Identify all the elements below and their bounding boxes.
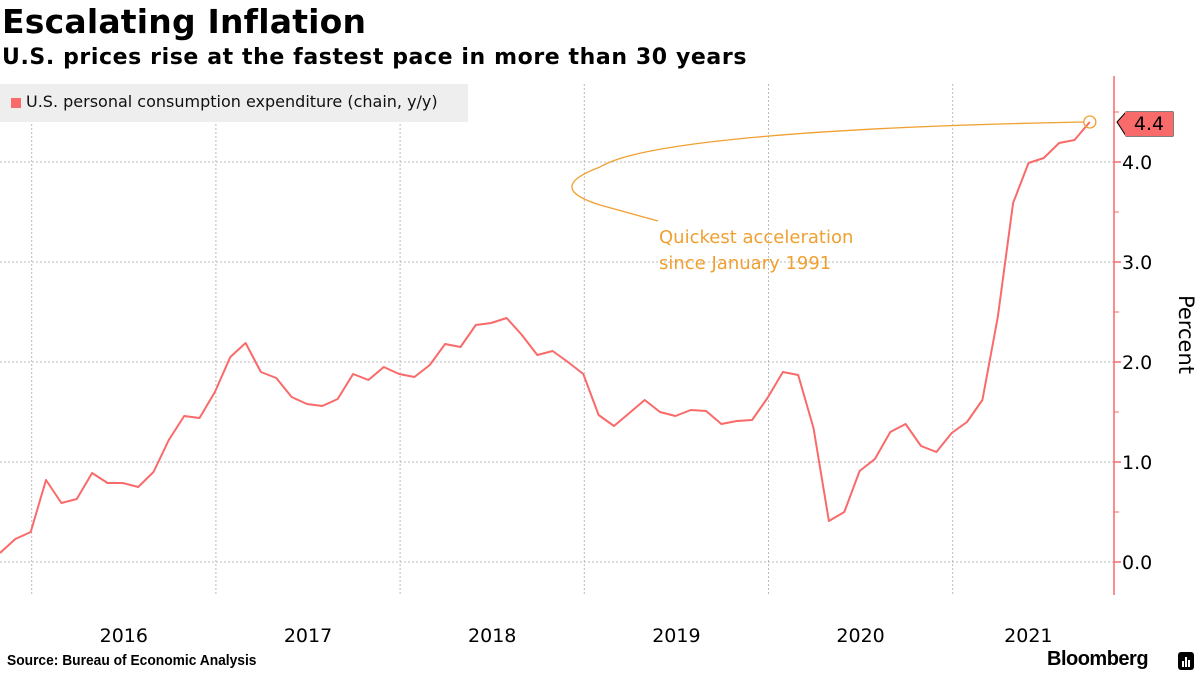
source-note: Source: Bureau of Economic Analysis: [7, 652, 257, 669]
chart-title: Escalating Inflation: [2, 2, 367, 41]
y-tick-label: 1.0: [1122, 452, 1152, 474]
legend-swatch: [11, 98, 21, 108]
annotation-text: Quickest acceleration since January 1991: [659, 225, 853, 277]
y-tick-label: 0.0: [1122, 552, 1152, 574]
y-tick-label: 2.0: [1122, 352, 1152, 374]
y-tick-label: 4.0: [1122, 152, 1152, 174]
annotation-line-1: Quickest acceleration: [659, 227, 854, 248]
annotation-marker: [1083, 115, 1097, 129]
y-axis-label: Percent: [1174, 295, 1198, 375]
x-tick-label: 2019: [652, 625, 700, 647]
annotation-line-2: since January 1991: [659, 253, 832, 274]
chart-subtitle: U.S. prices rise at the fastest pace in …: [2, 45, 748, 70]
x-tick-label: 2018: [468, 625, 516, 647]
bloomberg-chart-icon: [1178, 652, 1194, 670]
y-tick-label: 3.0: [1122, 252, 1152, 274]
x-tick-label: 2020: [836, 625, 884, 647]
series-line: [0, 121, 1091, 554]
x-tick-label: 2017: [284, 625, 332, 647]
legend-label: U.S. personal consumption expenditure (c…: [26, 92, 438, 111]
bloomberg-logo: Bloomberg: [1047, 648, 1149, 670]
x-tick-label: 2016: [100, 625, 148, 647]
last-value-label: 4.4: [1125, 112, 1173, 136]
x-tick-label: 2021: [1004, 625, 1052, 647]
annotation-leader-line: [571, 121, 1084, 222]
legend: U.S. personal consumption expenditure (c…: [0, 84, 468, 122]
